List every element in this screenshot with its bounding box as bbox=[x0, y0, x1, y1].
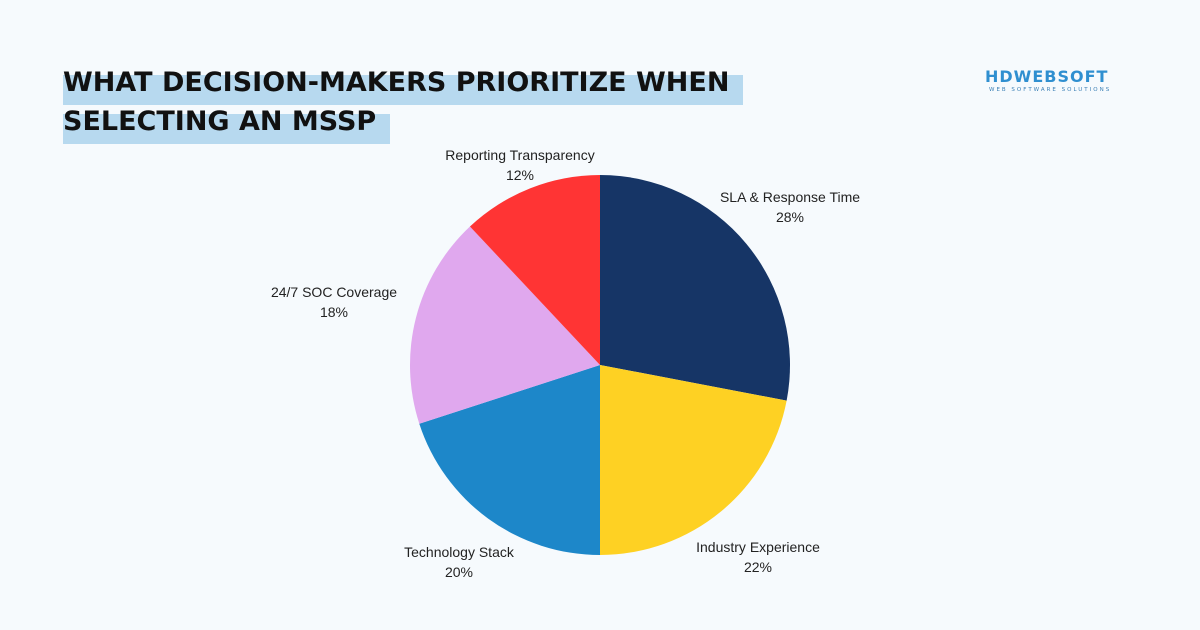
slice-value-industry-experience: 22% bbox=[744, 559, 772, 575]
hdwebsoft-logo: HDWEBSOFT WEB SOFTWARE SOLUTIONS bbox=[985, 67, 1141, 97]
slice-value-reporting-transparency: 12% bbox=[506, 167, 534, 183]
slice-label-technology-stack: Technology Stack bbox=[404, 544, 515, 560]
logo-tagline: WEB SOFTWARE SOLUTIONS bbox=[989, 87, 1112, 93]
slice-label-reporting-transparency: Reporting Transparency bbox=[445, 147, 594, 163]
slice-label-24-7-soc-coverage: 24/7 SOC Coverage bbox=[271, 284, 397, 300]
logo-name: HDWEBSOFT bbox=[985, 67, 1109, 86]
slice-value-24-7-soc-coverage: 18% bbox=[320, 304, 348, 320]
title-line-1: WHAT DECISION-MAKERS PRIORITIZE WHEN bbox=[63, 66, 744, 105]
pie-slice-technology-stack bbox=[419, 365, 600, 555]
chart-title: WHAT DECISION-MAKERS PRIORITIZE WHEN SEL… bbox=[63, 66, 744, 144]
title-line-2-text: SELECTING AN MSSP bbox=[63, 106, 377, 137]
pie-slice-reporting-transparency bbox=[469, 175, 600, 365]
pie-slice-sla-response-time bbox=[600, 175, 790, 401]
pie-slice-24-7-soc-coverage bbox=[410, 226, 600, 424]
slice-label-sla-response-time: SLA & Response Time bbox=[720, 189, 860, 205]
pie-slice-industry-experience bbox=[600, 365, 787, 555]
title-line-1-text: WHAT DECISION-MAKERS PRIORITIZE WHEN bbox=[63, 67, 730, 98]
slice-label-industry-experience: Industry Experience bbox=[696, 539, 820, 555]
slice-value-sla-response-time: 28% bbox=[776, 209, 804, 225]
slice-value-technology-stack: 20% bbox=[445, 564, 473, 580]
title-line-2: SELECTING AN MSSP bbox=[63, 105, 391, 144]
